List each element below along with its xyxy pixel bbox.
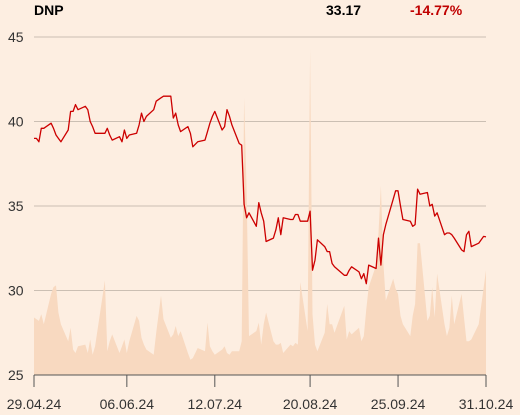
volume-area	[34, 48, 486, 376]
ticker-symbol: DNP	[34, 2, 64, 18]
volume-area-layer	[34, 48, 486, 376]
axis-layer: 25 30 35 40 45 29.04.24 06.06.24 12.07.24 20.08.…	[7, 29, 514, 412]
x-tick-label: 12.07.24	[188, 396, 243, 412]
y-tick-label: 25	[8, 367, 24, 383]
y-tick-label: 35	[8, 198, 24, 214]
price-change-percent: -14.77%	[410, 2, 463, 18]
y-tick-label: 40	[8, 114, 24, 130]
x-tick-label: 25.09.24	[371, 396, 426, 412]
x-tick-label: 31.10.24	[459, 396, 514, 412]
y-tick-label: 45	[8, 29, 24, 45]
x-tick-label: 29.04.24	[7, 396, 62, 412]
x-tick-label: 20.08.24	[283, 396, 338, 412]
x-tick-label: 06.06.24	[100, 396, 155, 412]
last-price: 33.17	[326, 2, 362, 18]
price-line-layer	[34, 95, 487, 285]
price-line	[34, 95, 487, 285]
y-tick-label: 30	[8, 283, 24, 299]
